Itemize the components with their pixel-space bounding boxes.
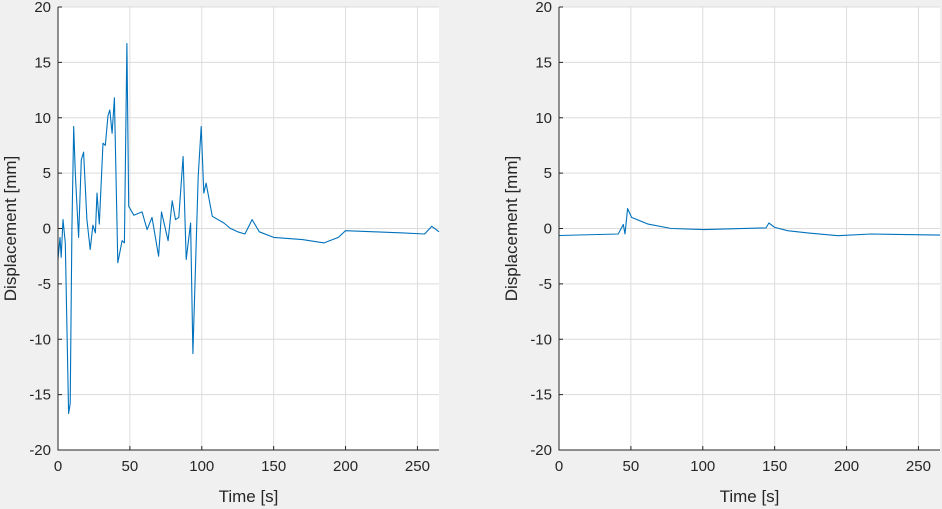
y-axis-label: Displacement [mm] <box>502 156 521 301</box>
x-tick-label: 200 <box>333 458 358 475</box>
plot-1: 0 50 100 150 200 250 -20 -15 -10 -5 0 5 10 15 20 Time [… <box>1 0 440 506</box>
x-axis-label: Time [s] <box>219 487 279 506</box>
y-tick-label: 20 <box>34 0 51 16</box>
y-tick-label: -10 <box>29 331 51 348</box>
x-tick-label: 100 <box>189 458 214 475</box>
y-axis-label: Displacement [mm] <box>1 156 20 301</box>
y-tick-label: -15 <box>29 387 51 404</box>
x-tick-label: 100 <box>690 458 715 475</box>
y-tick-label: 5 <box>544 165 552 182</box>
axes-frame <box>57 7 439 451</box>
x-tick-label: 50 <box>122 458 139 475</box>
y-tick-label: -10 <box>530 331 552 348</box>
y-tick-label: 10 <box>535 110 552 127</box>
y-tick-label: -5 <box>38 276 51 293</box>
y-tick-label: -5 <box>539 276 552 293</box>
y-tick-label: 0 <box>544 221 552 238</box>
plot-2: 0 50 100 150 200 250 -20 -15 -10 -5 0 5 10 15 20 Time [… <box>502 0 941 506</box>
y-tick-label: 0 <box>43 221 51 238</box>
x-tick-label: 250 <box>405 458 430 475</box>
y-tick-label: -15 <box>530 387 552 404</box>
y-tick-label: 10 <box>34 110 51 127</box>
x-tick-label: 0 <box>54 458 62 475</box>
series-line <box>558 208 941 237</box>
x-tick-label: 150 <box>261 458 286 475</box>
y-tick-label: 5 <box>43 165 51 182</box>
x-axis-label: Time [s] <box>720 487 780 506</box>
x-tick-label: 0 <box>555 458 563 475</box>
y-tick-label: -20 <box>29 442 51 459</box>
y-tick-label: 15 <box>535 54 552 71</box>
y-tick-label: -20 <box>530 442 552 459</box>
axes-frame <box>558 7 940 451</box>
x-tick-label: 200 <box>834 458 859 475</box>
y-tick-label: 20 <box>535 0 552 16</box>
x-tick-label: 150 <box>762 458 787 475</box>
y-tick-label: 15 <box>34 54 51 71</box>
x-tick-label: 250 <box>906 458 931 475</box>
series-line <box>57 42 440 415</box>
x-tick-label: 50 <box>623 458 640 475</box>
